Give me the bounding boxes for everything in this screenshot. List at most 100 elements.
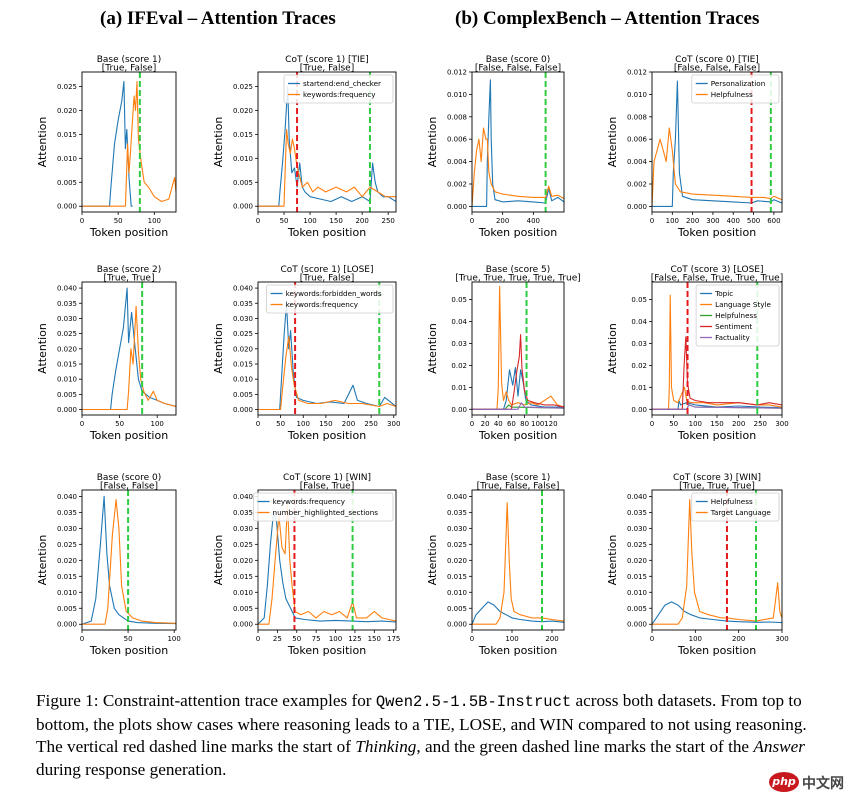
legend-label: Helpfulness — [711, 497, 753, 506]
y-tick-label: 0.005 — [233, 179, 253, 187]
legend-label: Helpfulness — [711, 90, 753, 99]
series-line-2 — [82, 81, 176, 207]
y-tick-label: 0.015 — [233, 573, 253, 581]
legend: keywords:forbidden_words keywords:frequen… — [266, 284, 394, 314]
y-tick-label: 0.035 — [627, 509, 647, 517]
y-tick-label: 0.020 — [627, 557, 647, 565]
legend: keywords:frequency number_highlighted_sec… — [253, 492, 394, 522]
y-tick-label: 0.004 — [627, 158, 648, 166]
series-line-4 — [472, 334, 564, 410]
y-tick-label: 0.000 — [627, 621, 647, 629]
legend: Helpfulness Target Language — [691, 492, 780, 522]
x-tick-label: 0 — [650, 420, 654, 428]
legend-box — [691, 74, 780, 104]
series-line-2 — [472, 127, 564, 207]
axes-frame — [471, 71, 565, 213]
x-tick-label: 200 — [545, 635, 558, 643]
chart-panel-1: 0.000 0.005 0.010 0.015 0.020 0.025 0 50 100 Base… — [36, 55, 177, 239]
x-tick-label: 125 — [348, 635, 361, 643]
legend-box — [283, 74, 394, 104]
x-tick-label: 60 — [507, 420, 516, 428]
y-tick-label: 0.04 — [631, 318, 647, 326]
series-line-2 — [652, 127, 782, 207]
x-tick-label: 0 — [256, 217, 260, 225]
axes-frame — [257, 71, 397, 213]
y-tick-label: 0.020 — [233, 345, 253, 353]
y-tick-label: 0.035 — [233, 300, 253, 308]
x-tick-label: 100 — [303, 217, 316, 225]
axes-frame — [81, 71, 177, 213]
x-tick-label: 75 — [312, 635, 321, 643]
chart-panel-3: 0.000 0.002 0.004 0.006 0.008 0.010 0.012 0 200 4… — [426, 55, 565, 239]
x-tick-label: 0 — [80, 635, 84, 643]
y-tick-label: 0.010 — [57, 589, 77, 597]
y-tick-label: 0.035 — [233, 509, 253, 517]
y-tick-label: 0.03 — [631, 340, 647, 348]
y-tick-label: 0.020 — [233, 557, 253, 565]
y-tick-label: 0.010 — [627, 91, 647, 99]
x-tick-label: 0 — [650, 217, 654, 225]
y-tick-label: 0.015 — [233, 131, 253, 139]
chart-subtitle: [True, True, True] — [679, 482, 755, 492]
x-tick-label: 50 — [276, 420, 285, 428]
x-axis-label: Token position — [89, 644, 168, 657]
y-tick-label: 0.025 — [57, 83, 77, 91]
y-tick-label: 0.005 — [233, 391, 253, 399]
series-line-1 — [472, 367, 564, 410]
y-axis-label: Attention — [212, 535, 225, 586]
y-tick-label: 0.035 — [57, 300, 77, 308]
y-tick-label: 0.000 — [233, 621, 253, 629]
chart-panel-8: 0.00 0.01 0.02 0.03 0.04 0.05 0 50 100 150 200 250 3… — [606, 265, 789, 442]
x-tick-label: 0 — [256, 635, 260, 643]
x-tick-label: 50 — [124, 635, 133, 643]
x-tick-label: 0 — [470, 217, 474, 225]
series-line-2 — [82, 305, 176, 411]
chart-title: CoT (score 1) [WIN] — [283, 473, 371, 483]
y-tick-label: 0.015 — [57, 360, 77, 368]
chart-subtitle: [True, True] — [104, 274, 155, 284]
y-tick-label: 0.01 — [631, 384, 647, 392]
y-tick-label: 0.000 — [57, 203, 77, 211]
x-tick-label: 0 — [650, 635, 654, 643]
chart-title: Base (score 1) — [486, 473, 551, 483]
y-axis-label: Attention — [36, 535, 49, 586]
x-tick-label: 100 — [689, 635, 702, 643]
y-tick-label: 0.002 — [627, 181, 647, 189]
chart-title: CoT (score 0) [TIE] — [675, 55, 759, 65]
chart-subtitle: [True, False, False] — [477, 482, 560, 492]
chart-title: Base (score 2) — [97, 265, 162, 275]
y-axis-label: Attention — [36, 117, 49, 168]
legend-box — [691, 492, 780, 522]
y-tick-label: 0.006 — [447, 136, 468, 144]
y-tick-label: 0.015 — [447, 573, 467, 581]
y-tick-label: 0.000 — [627, 203, 647, 211]
y-tick-label: 0.006 — [627, 136, 648, 144]
y-axis-label: Attention — [212, 117, 225, 168]
chart-title: Base (score 0) — [486, 55, 551, 65]
legend-label: keywords:frequency — [303, 90, 376, 99]
chart-subtitle: [False, False, False] — [475, 64, 561, 74]
chart-panel-12: 0.000 0.005 0.010 0.015 0.020 0.025 0.030 0.035… — [606, 473, 789, 657]
axes-frame — [651, 71, 783, 213]
y-tick-label: 0.005 — [627, 605, 647, 613]
y-tick-label: 0.020 — [447, 557, 467, 565]
y-tick-label: 0.025 — [233, 541, 253, 549]
x-tick-label: 50 — [114, 217, 123, 225]
caption-prefix: Figure 1: Constraint-attention trace exa… — [36, 691, 376, 710]
y-axis-label: Attention — [212, 323, 225, 374]
y-tick-label: 0.008 — [447, 113, 467, 121]
y-tick-label: 0.03 — [451, 340, 467, 348]
series-line-1 — [82, 495, 176, 625]
x-tick-label: 100 — [167, 635, 180, 643]
y-tick-label: 0.015 — [233, 360, 253, 368]
x-tick-label: 40 — [494, 420, 503, 428]
x-tick-label: 100 — [151, 420, 164, 428]
chart-title: CoT (score 1) [TIE] — [285, 55, 369, 65]
legend-label: number_highlighted_sections — [273, 508, 379, 517]
chart-subtitle: [True, False] — [300, 274, 354, 284]
y-tick-label: 0.000 — [57, 621, 77, 629]
chart-subtitle: [False, True] — [300, 482, 354, 492]
chart-panel-11: 0.000 0.005 0.010 0.015 0.020 0.025 0.030 0.035… — [426, 473, 565, 657]
series-line-2 — [258, 502, 396, 625]
